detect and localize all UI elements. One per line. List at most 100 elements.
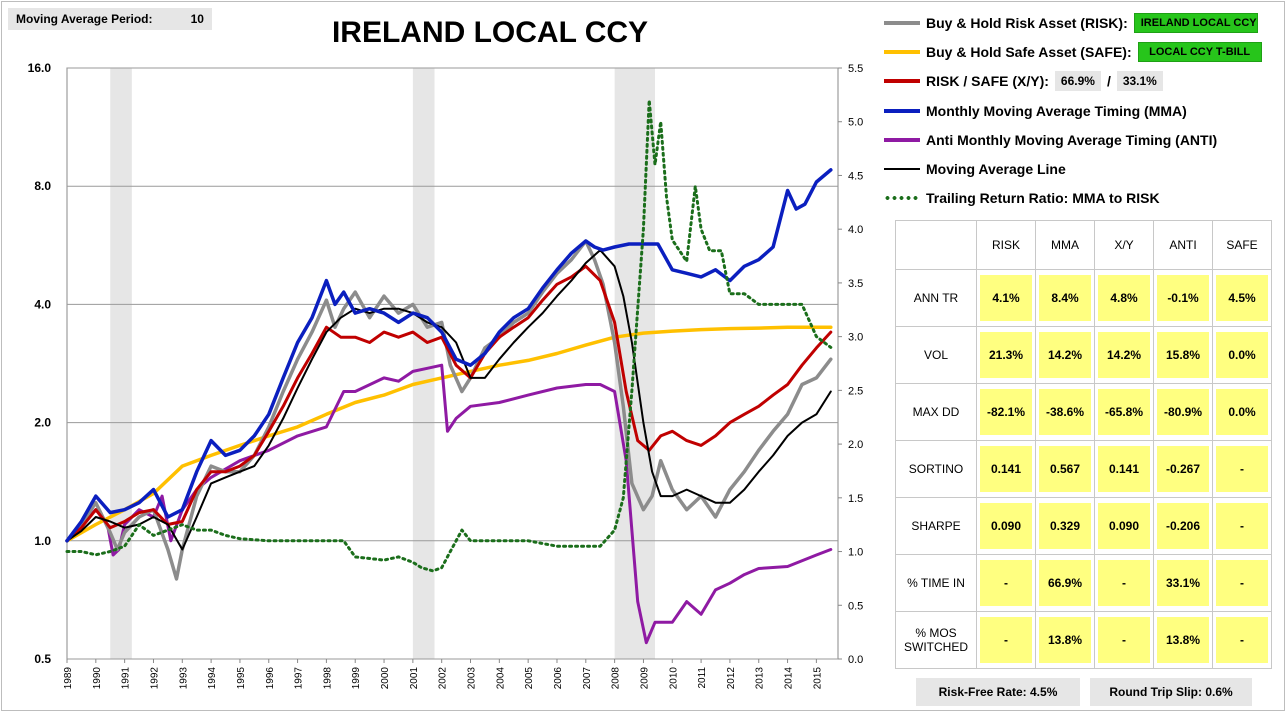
stats-col-header: SAFE xyxy=(1212,220,1272,270)
stats-cell: 0.0% xyxy=(1216,332,1268,378)
x-tick-label: 1994 xyxy=(207,667,218,690)
series-line-maline xyxy=(66,249,832,551)
y2-tick-label: 5.0 xyxy=(848,117,863,129)
stats-cell: -0.1% xyxy=(1157,275,1209,321)
stats-cell: 13.8% xyxy=(1157,617,1209,663)
legend-swatch-anti xyxy=(884,138,920,142)
legend-item-xy: RISK / SAFE (X/Y): 66.9% / 33.1% xyxy=(884,70,1163,92)
y2-tick-label: 4.5 xyxy=(848,170,863,182)
stats-cell: 4.5% xyxy=(1216,275,1268,321)
legend-label-ratio: Trailing Return Ratio: MMA to RISK xyxy=(926,190,1160,206)
risk-free-rate-box: Risk-Free Rate: 4.5% xyxy=(916,678,1080,706)
stats-cell: - xyxy=(980,617,1032,663)
legend-item-risk: Buy & Hold Risk Asset (RISK): IRELAND LO… xyxy=(884,12,1258,34)
stats-cell: 21.3% xyxy=(980,332,1032,378)
stats-row-label: ANN TR xyxy=(895,269,977,327)
y2-tick-label: 5.5 xyxy=(848,63,863,75)
series-line-xy xyxy=(65,264,833,543)
x-tick-label: 2003 xyxy=(467,667,478,690)
recession-band xyxy=(412,68,435,659)
plot-area xyxy=(66,67,839,660)
y2-tick-label: 4.0 xyxy=(848,224,863,236)
x-tick-label: 2006 xyxy=(553,667,564,690)
stats-cell: 0.567 xyxy=(1039,446,1091,492)
y2-tick-label: 1.0 xyxy=(848,547,863,559)
stats-cell: 13.8% xyxy=(1039,617,1091,663)
x-tick-label: 1993 xyxy=(178,667,189,690)
stats-col-header: RISK xyxy=(976,220,1036,270)
y2-tick-label: 1.5 xyxy=(848,493,863,505)
table-row: SORTINO 0.141 0.567 0.141 -0.267 - xyxy=(895,440,1272,498)
round-trip-slip-box: Round Trip Slip: 0.6% xyxy=(1090,678,1252,706)
x-tick-label: 2011 xyxy=(697,667,708,689)
legend-swatch-xy xyxy=(884,79,920,83)
stats-cell: - xyxy=(1216,617,1268,663)
stats-cell: 4.8% xyxy=(1098,275,1150,321)
legend-swatch-ratio xyxy=(884,196,920,200)
stats-cell: 66.9% xyxy=(1039,560,1091,606)
stats-cell: 8.4% xyxy=(1039,275,1091,321)
legend-item-safe: Buy & Hold Safe Asset (SAFE): LOCAL CCY … xyxy=(884,41,1262,63)
stats-row-label: % MOS SWITCHED xyxy=(895,611,977,669)
stats-table: RISK MMA X/Y ANTI SAFE ANN TR 4.1% 8.4% … xyxy=(895,220,1272,669)
table-row: SHARPE 0.090 0.329 0.090 -0.206 - xyxy=(895,497,1272,555)
x-tick-label: 1997 xyxy=(294,667,305,690)
series-line-mma xyxy=(65,168,833,543)
stats-cell: -65.8% xyxy=(1098,389,1150,435)
stats-row-label: MAX DD xyxy=(895,383,977,441)
y-tick-label: 2.0 xyxy=(34,416,51,430)
xy-slash: / xyxy=(1106,73,1111,89)
x-tick-label: 2005 xyxy=(524,667,535,690)
stats-cell: -82.1% xyxy=(980,389,1032,435)
stats-cell: 0.141 xyxy=(1098,446,1150,492)
stats-cell: 0.0% xyxy=(1216,389,1268,435)
stats-row-label: VOL xyxy=(895,326,977,384)
stats-cell: - xyxy=(1098,617,1150,663)
x-tick-label: 1989 xyxy=(63,667,74,690)
stats-cell: -38.6% xyxy=(1039,389,1091,435)
stats-cell: -0.206 xyxy=(1157,503,1209,549)
x-tick-label: 1996 xyxy=(265,667,276,690)
stats-cell: 0.141 xyxy=(980,446,1032,492)
y2-tick-label: 3.5 xyxy=(848,278,863,290)
legend-label-mma: Monthly Moving Average Timing (MMA) xyxy=(926,103,1187,119)
x-tick-label: 2015 xyxy=(812,667,823,690)
x-tick-label: 1999 xyxy=(351,667,362,690)
x-tick-label: 2013 xyxy=(755,667,766,690)
table-row: % MOS SWITCHED - 13.8% - 13.8% - xyxy=(895,611,1272,669)
ma-period-value: 10 xyxy=(190,12,204,26)
moving-average-period-box: Moving Average Period: 10 xyxy=(8,8,212,30)
legend-label-anti: Anti Monthly Moving Average Timing (ANTI… xyxy=(926,132,1218,148)
stats-cell: 4.1% xyxy=(980,275,1032,321)
y-tick-label: 16.0 xyxy=(28,61,52,75)
legend-label-risk: Buy & Hold Risk Asset (RISK): xyxy=(926,15,1128,31)
y-tick-label: 0.5 xyxy=(34,652,51,666)
table-row: MAX DD -82.1% -38.6% -65.8% -80.9% 0.0% xyxy=(895,383,1272,441)
x-tick-label: 2014 xyxy=(784,667,795,690)
safe-asset-tag: LOCAL CCY T-BILL xyxy=(1137,42,1262,62)
stats-cell: - xyxy=(980,560,1032,606)
stats-cell: 33.1% xyxy=(1157,560,1209,606)
stats-col-header: ANTI xyxy=(1153,220,1213,270)
stats-col-header: MMA xyxy=(1035,220,1095,270)
stats-cell: 0.090 xyxy=(1098,503,1150,549)
x-tick-label: 2009 xyxy=(639,667,650,690)
stats-cell: -80.9% xyxy=(1157,389,1209,435)
x-tick-label: 1990 xyxy=(92,667,103,690)
y2-tick-label: 0.5 xyxy=(848,600,863,612)
ma-period-label: Moving Average Period: xyxy=(16,12,153,26)
stats-cell: -0.267 xyxy=(1157,446,1209,492)
stats-row-label: % TIME IN xyxy=(895,554,977,612)
stats-col-header xyxy=(895,220,977,270)
table-row: ANN TR 4.1% 8.4% 4.8% -0.1% 4.5% xyxy=(895,269,1272,327)
stats-row-label: SHARPE xyxy=(895,497,977,555)
legend-item-maline: Moving Average Line xyxy=(884,158,1066,180)
series-line-anti xyxy=(65,363,833,645)
table-row: % TIME IN - 66.9% - 33.1% - xyxy=(895,554,1272,612)
x-tick-label: 1992 xyxy=(149,667,160,690)
stats-cell: - xyxy=(1216,446,1268,492)
legend-swatch-maline xyxy=(884,168,920,170)
stats-cell: - xyxy=(1098,560,1150,606)
